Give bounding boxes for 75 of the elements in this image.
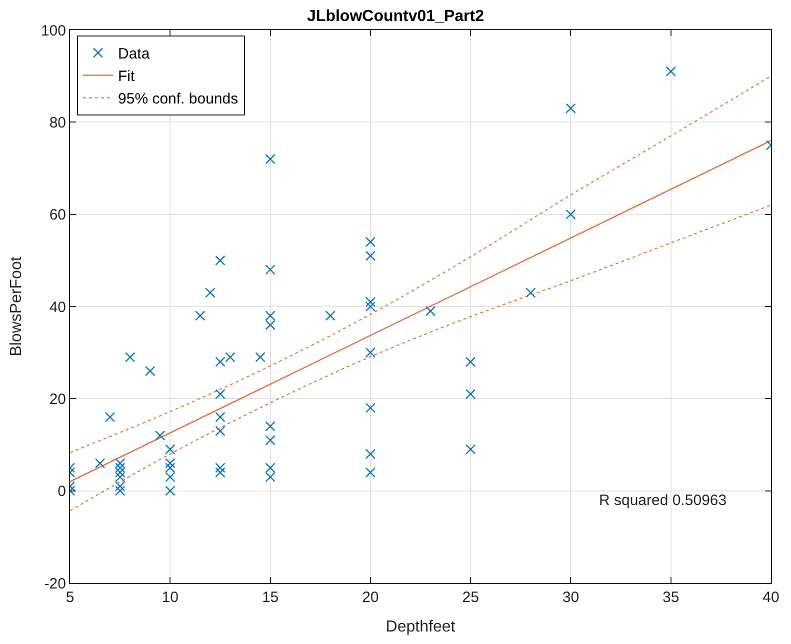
y-tick-label: 80 <box>49 114 66 132</box>
point <box>165 486 176 496</box>
point <box>365 236 376 248</box>
point <box>225 352 236 362</box>
legend-label: Data <box>118 46 150 63</box>
point <box>365 296 376 307</box>
point <box>215 388 226 400</box>
y-tick-label: 60 <box>49 206 66 224</box>
point <box>114 481 126 492</box>
point <box>465 388 476 400</box>
y-tick-label: 40 <box>49 298 66 316</box>
point <box>255 352 266 362</box>
chart-title: JLblowCountv01_Part2 <box>307 8 484 25</box>
point <box>265 320 276 330</box>
point <box>114 462 126 473</box>
point <box>145 366 156 376</box>
point <box>265 154 276 164</box>
point <box>265 421 276 432</box>
point <box>365 301 376 312</box>
point <box>265 264 276 275</box>
point <box>114 472 126 482</box>
y-axis-title: BlowsPerFoot <box>8 256 25 356</box>
point <box>124 352 136 362</box>
x-tick-label: 10 <box>162 589 178 606</box>
x-tick-label: 20 <box>362 589 379 606</box>
line-series <box>70 204 771 512</box>
y-tick-label: -20 <box>44 575 66 592</box>
point <box>526 288 536 298</box>
point <box>114 486 126 496</box>
x-axis-title: Depthfeet <box>386 618 456 636</box>
point <box>104 412 116 422</box>
point <box>114 467 126 478</box>
point <box>365 347 376 358</box>
point <box>566 209 576 220</box>
point <box>215 412 226 422</box>
point <box>566 103 576 114</box>
point <box>265 472 276 482</box>
point <box>195 310 206 321</box>
point <box>215 356 226 367</box>
point <box>265 462 276 473</box>
point <box>465 356 476 367</box>
point <box>215 462 226 473</box>
point <box>365 250 376 261</box>
point <box>265 310 276 321</box>
point <box>114 458 126 468</box>
point <box>165 462 176 473</box>
x-tick-label: 35 <box>662 589 680 606</box>
point <box>215 255 226 266</box>
point <box>666 66 676 77</box>
x-tick-label: 15 <box>262 589 279 606</box>
y-tick-label: 0 <box>58 483 66 500</box>
point <box>94 458 106 468</box>
point <box>165 458 176 468</box>
x-tick-label: 25 <box>462 589 479 606</box>
x-tick-label: 5 <box>66 589 74 606</box>
point <box>265 435 276 446</box>
point <box>215 426 226 436</box>
y-tick-label: 20 <box>49 390 66 408</box>
point <box>365 402 376 413</box>
y-tick-label: 100 <box>40 22 66 40</box>
x-tick-label: 30 <box>562 589 580 606</box>
point <box>365 467 376 478</box>
point <box>425 306 436 316</box>
point <box>165 444 176 454</box>
point <box>325 310 336 321</box>
x-tick-label: 40 <box>762 589 780 606</box>
annotation: R squared 0.50963 <box>599 492 727 509</box>
point <box>205 288 216 298</box>
legend-label: Fit <box>118 68 136 86</box>
point <box>165 472 176 482</box>
point <box>365 448 376 460</box>
point <box>215 467 226 478</box>
legend-label: 95% conf. bounds <box>118 90 238 108</box>
point <box>465 444 476 454</box>
point <box>155 430 166 441</box>
